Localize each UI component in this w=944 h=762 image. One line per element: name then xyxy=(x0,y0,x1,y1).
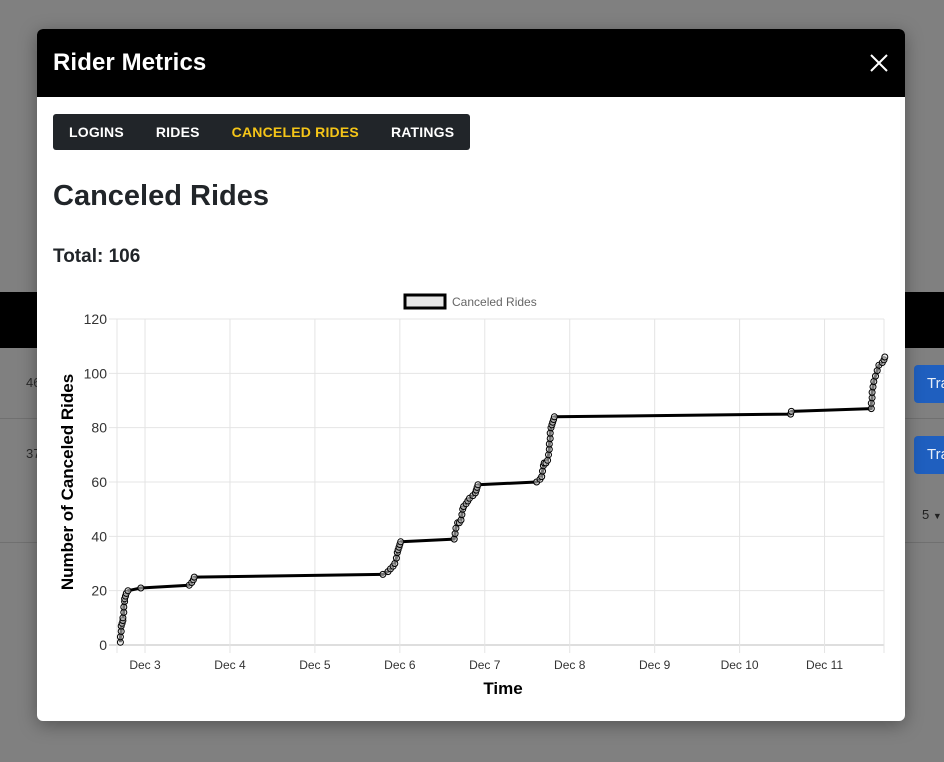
canceled-rides-chart: 0 20 40 60 80 100 120 Dec 3 Dec 4 Dec 5 Dec 6 Dec 7… xyxy=(58,293,889,698)
data-point[interactable] xyxy=(450,535,458,543)
chart-y-axis-label: Number of Canceled Rides xyxy=(58,374,77,590)
x-tick-label: Dec 10 xyxy=(721,658,759,672)
chart-line-layer xyxy=(118,356,887,643)
y-tick-label: 100 xyxy=(84,365,108,381)
data-point[interactable] xyxy=(881,353,889,361)
y-tick-label: 80 xyxy=(91,420,107,436)
background-pager-select[interactable]: 5 ▼ xyxy=(922,507,942,522)
y-tick-label: 60 xyxy=(91,474,107,490)
background-row-2-text: 37 xyxy=(26,446,41,461)
data-point[interactable] xyxy=(190,573,198,581)
legend-swatch xyxy=(403,293,447,310)
data-point[interactable] xyxy=(124,587,132,595)
tab-rides[interactable]: RIDES xyxy=(155,124,200,140)
x-tick-label: Dec 6 xyxy=(384,658,416,672)
chevron-down-icon: ▼ xyxy=(932,511,942,521)
x-tick-label: Dec 9 xyxy=(639,658,671,672)
data-point[interactable] xyxy=(868,388,876,396)
x-tick-label: Dec 4 xyxy=(214,658,246,672)
legend-label: Canceled Rides xyxy=(452,295,537,309)
chart-axes: 0 20 40 60 80 100 120 Dec 3 Dec 4 Dec 5 Dec 6 Dec 7… xyxy=(84,311,844,672)
chart-legend[interactable]: Canceled Rides xyxy=(403,293,537,310)
data-point[interactable] xyxy=(545,440,553,448)
y-tick-label: 40 xyxy=(91,528,107,544)
rider-metrics-modal: Rider Metrics LOGINS RIDES CANCELED RIDE… xyxy=(37,29,905,721)
metrics-tab-bar: LOGINS RIDES CANCELED RIDES RATINGS xyxy=(53,114,471,150)
tab-ratings[interactable]: RATINGS xyxy=(390,124,455,140)
data-point[interactable] xyxy=(137,584,145,592)
chart-points xyxy=(116,353,889,646)
data-point[interactable] xyxy=(544,456,552,464)
section-title: Canceled Rides xyxy=(53,180,269,212)
x-tick-label: Dec 11 xyxy=(806,658,843,672)
data-point[interactable] xyxy=(550,413,558,421)
y-tick-label: 120 xyxy=(84,311,108,327)
x-tick-label: Dec 5 xyxy=(299,658,331,672)
data-point[interactable] xyxy=(392,554,400,562)
y-tick-label: 20 xyxy=(91,583,107,599)
data-point[interactable] xyxy=(787,407,795,415)
background-row-1-text: 46 xyxy=(26,375,41,390)
modal-header: Rider Metrics xyxy=(37,29,905,97)
tab-logins[interactable]: LOGINS xyxy=(69,124,124,140)
background-row-1-button[interactable]: Tra xyxy=(914,365,944,403)
x-tick-label: Dec 8 xyxy=(554,658,586,672)
background-row-2-button[interactable]: Tra xyxy=(914,436,944,474)
x-tick-label: Dec 7 xyxy=(469,658,501,672)
tab-canceled-rides[interactable]: CANCELED RIDES xyxy=(231,124,359,140)
pager-value: 5 xyxy=(922,507,930,522)
close-icon[interactable] xyxy=(867,51,891,75)
chart-x-axis-label: Time xyxy=(483,679,522,698)
data-point[interactable] xyxy=(474,481,482,489)
data-point[interactable] xyxy=(397,538,405,546)
total-count: Total: 106 xyxy=(53,246,141,267)
data-point[interactable] xyxy=(379,570,387,578)
x-tick-label: Dec 3 xyxy=(129,658,161,672)
y-tick-label: 0 xyxy=(99,637,107,653)
series-line xyxy=(118,356,887,643)
modal-title: Rider Metrics xyxy=(53,49,207,76)
chart-grid xyxy=(109,318,885,653)
